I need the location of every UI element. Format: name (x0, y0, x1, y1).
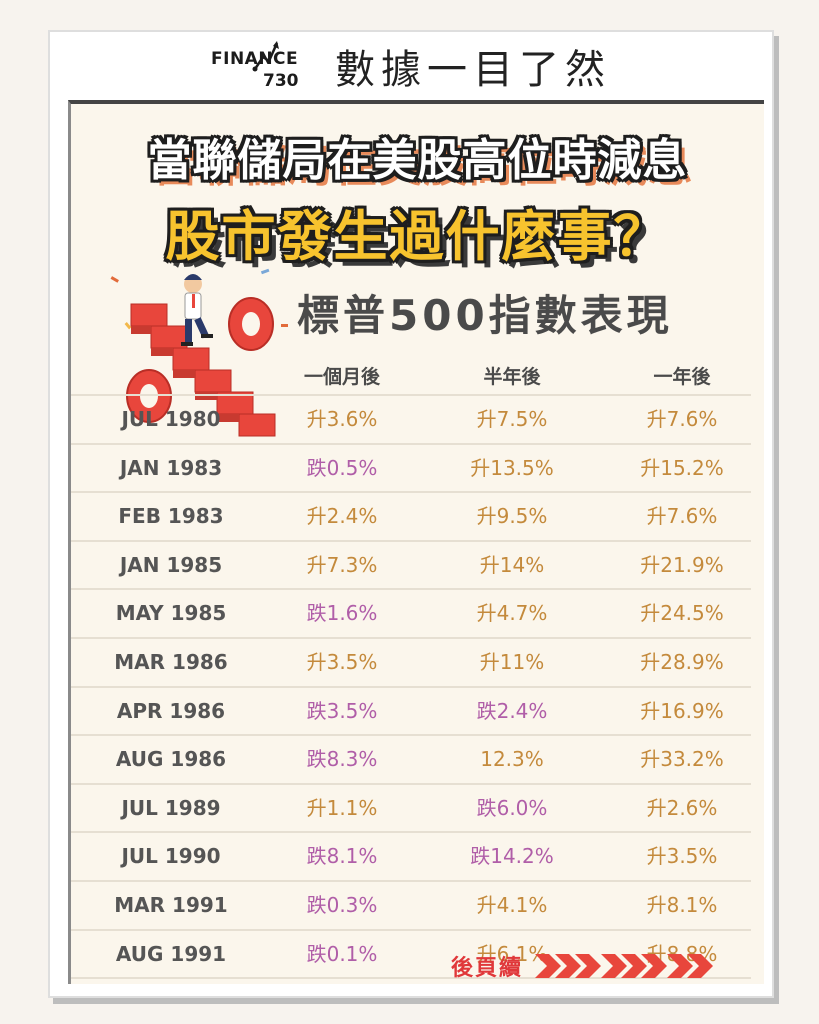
table-row: AUG 1986 跌8.3% 12.3% 升33.2% (71, 736, 751, 785)
column-header-6m: 半年後 (483, 366, 541, 388)
one-year-value: 升7.6% (646, 407, 718, 431)
six-month-value: 升6.1% (476, 941, 548, 966)
next-page-indicator[interactable]: 後頁續 (451, 950, 725, 982)
one-year-value: 升15.2% (640, 455, 724, 480)
row-date: AUG 1986 (115, 747, 227, 772)
table-row: JUL 1980 升3.6% 升7.5% 升7.6% (71, 394, 751, 445)
header: FINANCE 730 數據一目了然 (50, 32, 772, 100)
column-header-1m: 一個月後 (303, 366, 380, 388)
one-month-value: 跌0.5% (306, 455, 378, 480)
column-header-1y: 一年後 (653, 366, 711, 388)
one-year-value: 升24.5% (640, 601, 724, 626)
six-month-value: 升14% (479, 552, 545, 577)
table-row: AUG 1991 跌0.1% 升6.1% 升8.8% (71, 931, 751, 980)
one-month-value: 跌8.3% (306, 747, 378, 772)
table-row: MAY 1985 跌1.6% 升4.7% 升24.5% (71, 590, 751, 639)
headline-line2: 股市發生過什麼事？ (165, 205, 670, 268)
one-month-value: 跌8.1% (306, 844, 378, 869)
table-row: JUL 1990 跌8.1% 跌14.2% 升3.5% (71, 833, 751, 882)
row-date: MAY 1985 (115, 601, 227, 626)
one-month-value: 跌1.6% (306, 601, 378, 626)
row-date: FEB 1983 (118, 504, 224, 529)
six-month-value: 跌14.2% (470, 844, 554, 869)
six-month-value: 跌6.0% (476, 795, 548, 820)
subtitle: 標普500指數表現 (297, 291, 673, 340)
one-month-value: 跌0.3% (306, 892, 378, 917)
percent-stairs-illustration (110, 268, 288, 437)
six-month-value: 升7.5% (476, 407, 548, 431)
one-month-value: 跌3.5% (306, 698, 378, 723)
one-year-value: 升7.6% (646, 504, 718, 529)
six-month-value: 跌2.4% (476, 698, 548, 723)
logo-word: FINANCE (211, 49, 299, 69)
one-year-value: 升28.9% (640, 649, 724, 674)
performance-table: JUL 1980 升3.6% 升7.5% 升7.6% JAN 1983 跌0.5… (71, 394, 751, 980)
headline-line1: 當聯儲局在美股高位時減息 (147, 135, 688, 186)
content-panel: 當聯儲局在美股高位時減息 股市發生過什麼事？ (68, 100, 764, 984)
table-row: APR 1986 跌3.5% 跌2.4% 升16.9% (71, 688, 751, 737)
logo-number: 730 (263, 71, 299, 91)
one-month-value: 升1.1% (306, 795, 378, 820)
table-row: JAN 1983 跌0.5% 升13.5% 升15.2% (71, 445, 751, 494)
row-date: JUL 1980 (121, 407, 221, 431)
table-row: JUL 1989 升1.1% 跌6.0% 升2.6% (71, 785, 751, 834)
six-month-value: 升4.7% (476, 601, 548, 626)
one-year-value: 升33.2% (640, 747, 724, 772)
six-month-value: 12.3% (480, 747, 544, 772)
row-date: JAN 1985 (119, 552, 223, 577)
one-month-value: 升3.5% (306, 649, 378, 674)
row-date: MAR 1986 (114, 649, 228, 674)
six-month-value: 升4.1% (476, 892, 548, 917)
table-row: JAN 1985 升7.3% 升14% 升21.9% (71, 542, 751, 591)
one-year-value: 升3.5% (646, 844, 718, 869)
finance730-logo: FINANCE 730 (211, 39, 321, 93)
table-row: FEB 1983 升2.4% 升9.5% 升7.6% (71, 493, 751, 542)
one-year-value: 升8.1% (646, 892, 718, 917)
six-month-value: 升13.5% (470, 455, 554, 480)
header-title: 數據一目了然 (335, 47, 611, 93)
growth-arrow-icon (252, 41, 279, 72)
row-date: JUL 1990 (121, 844, 221, 869)
row-date: MAR 1991 (114, 892, 228, 917)
chevrons-right-icon (535, 954, 714, 978)
infographic-card: FINANCE 730 數據一目了然 當聯儲局在美股高位時減息 股市發生過什麼事… (48, 30, 774, 998)
one-year-value: 升16.9% (640, 698, 724, 723)
one-month-value: 升7.3% (306, 552, 378, 577)
row-date: AUG 1991 (115, 941, 227, 966)
table-row: MAR 1986 升3.5% 升11% 升28.9% (71, 639, 751, 688)
row-date: APR 1986 (116, 698, 226, 723)
one-year-value: 升2.6% (646, 795, 718, 820)
next-page-label: 後頁續 (451, 956, 524, 981)
six-month-value: 升9.5% (476, 504, 548, 529)
one-month-value: 跌0.1% (306, 941, 378, 966)
one-month-value: 升3.6% (306, 407, 378, 431)
table-row: MAR 1991 跌0.3% 升4.1% 升8.1% (71, 882, 751, 931)
row-date: JUL 1989 (121, 795, 221, 820)
one-year-value: 升21.9% (640, 552, 724, 577)
one-month-value: 升2.4% (306, 504, 378, 529)
six-month-value: 升11% (479, 649, 545, 674)
row-date: JAN 1983 (119, 455, 223, 480)
